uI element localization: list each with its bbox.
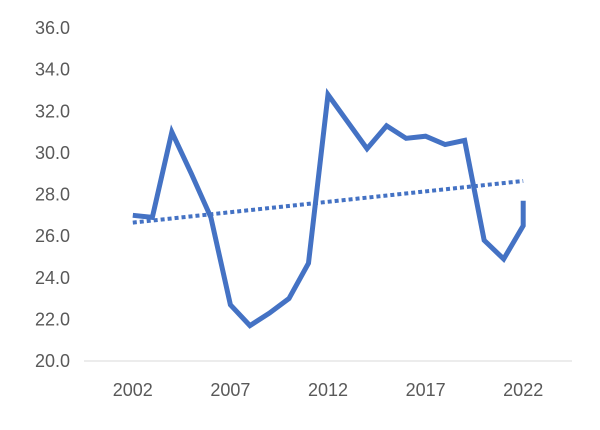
y-tick-label: 20.0 [35, 351, 70, 371]
x-tick-label: 2017 [406, 380, 446, 400]
y-tick-label: 28.0 [35, 185, 70, 205]
y-tick-label: 34.0 [35, 60, 70, 80]
y-tick-label: 36.0 [35, 18, 70, 38]
y-tick-label: 32.0 [35, 101, 70, 121]
y-tick-label: 24.0 [35, 268, 70, 288]
x-tick-label: 2002 [113, 380, 153, 400]
y-tick-label: 22.0 [35, 309, 70, 329]
series-line [132, 87, 526, 329]
x-tick-label: 2022 [503, 380, 543, 400]
x-axis: 2002 2007 2012 2017 2022 [84, 360, 572, 400]
trendline [132, 178, 524, 225]
x-tick-label: 2012 [308, 380, 348, 400]
y-tick-label: 26.0 [35, 226, 70, 246]
series-layer [132, 87, 526, 329]
y-tick-label: 30.0 [35, 143, 70, 163]
y-axis: 20.0 22.0 24.0 26.0 28.0 30.0 32.0 34.0 36.0 [35, 18, 70, 371]
x-tick-label: 2007 [210, 380, 250, 400]
